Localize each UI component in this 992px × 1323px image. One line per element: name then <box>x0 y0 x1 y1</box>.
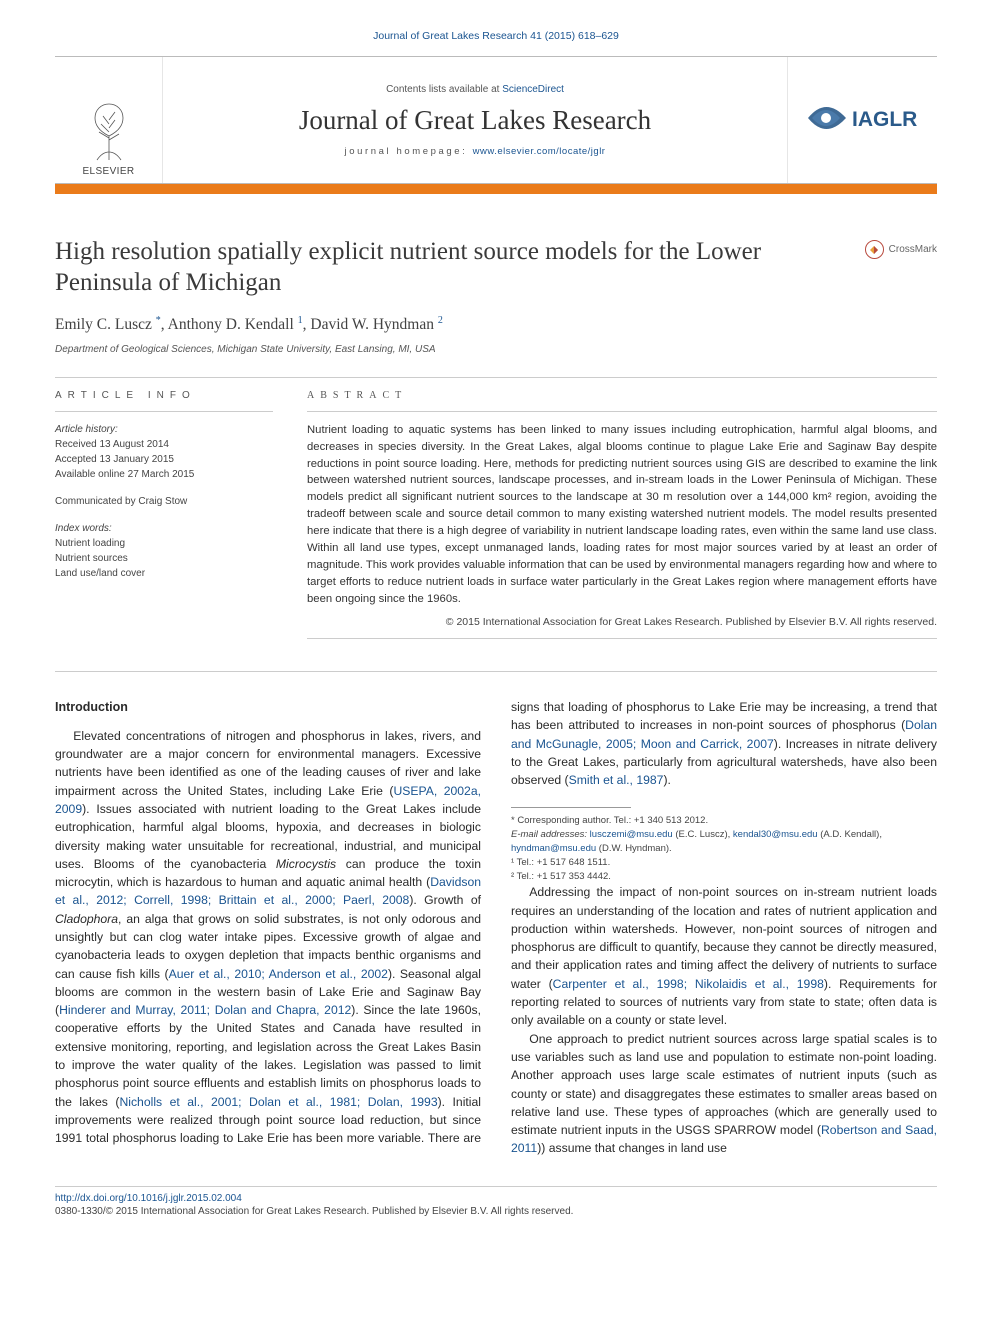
journal-citation-top[interactable]: Journal of Great Lakes Research 41 (2015… <box>55 30 937 42</box>
author-2-mark[interactable]: 1 <box>298 315 303 326</box>
contents-prefix: Contents lists available at <box>386 84 502 95</box>
sciencedirect-link[interactable]: ScienceDirect <box>502 84 564 95</box>
contents-available-line: Contents lists available at ScienceDirec… <box>163 84 787 95</box>
history-received: Received 13 August 2014 <box>55 437 273 452</box>
journal-homepage-link[interactable]: www.elsevier.com/locate/jglr <box>473 146 606 157</box>
footnotes-divider <box>511 807 631 808</box>
article-info-column: ARTICLE INFO Article history: Received 1… <box>55 390 273 649</box>
history-online: Available online 27 March 2015 <box>55 467 273 482</box>
homepage-prefix: journal homepage: <box>345 146 473 157</box>
abstract-copyright: © 2015 International Association for Gre… <box>307 616 937 628</box>
doi-link[interactable]: http://dx.doi.org/10.1016/j.jglr.2015.02… <box>55 1193 242 1204</box>
divider <box>55 1186 937 1187</box>
taxon: Microcystis <box>276 857 336 871</box>
author-3-mark[interactable]: 2 <box>438 315 443 326</box>
divider <box>55 377 937 378</box>
orange-accent-strip <box>55 184 937 194</box>
elsevier-tree-icon <box>81 102 137 162</box>
society-badge: IAGLR <box>787 57 937 183</box>
masthead-center: Contents lists available at ScienceDirec… <box>163 57 787 183</box>
divider <box>55 411 273 412</box>
corresponding-author-note: * Corresponding author. Tel.: +1 340 513… <box>511 814 937 828</box>
email-link[interactable]: kendal30@msu.edu <box>733 829 818 840</box>
author-list: Emily C. Luscz *, Anthony D. Kendall 1, … <box>55 315 937 334</box>
journal-name: Journal of Great Lakes Research <box>163 105 787 136</box>
divider <box>307 411 937 412</box>
author-3: David W. Hyndman <box>310 316 434 333</box>
email-link[interactable]: lusczemi@msu.edu <box>590 829 673 840</box>
article-body: Introduction Elevated concentrations of … <box>55 698 937 1158</box>
elsevier-wordmark: ELSEVIER <box>82 166 134 177</box>
citation-link[interactable]: Nicholls et al., 2001; Dolan et al., 198… <box>119 1095 437 1109</box>
iaglr-text: IAGLR <box>852 108 917 131</box>
communicated-by: Communicated by Craig Stow <box>55 494 273 509</box>
citation-link[interactable]: Smith et al., 1987 <box>569 773 664 787</box>
publisher-badge: ELSEVIER <box>55 57 163 183</box>
history-accepted: Accepted 13 January 2015 <box>55 452 273 467</box>
crossmark-badge[interactable]: CrossMark <box>865 240 937 259</box>
crossmark-label: CrossMark <box>889 244 937 255</box>
index-words-label: Index words: <box>55 521 273 536</box>
abstract-column: ABSTRACT Nutrient loading to aquatic sys… <box>307 390 937 649</box>
footnotes: * Corresponding author. Tel.: +1 340 513… <box>511 814 937 883</box>
citation-link[interactable]: Auer et al., 2010; Anderson et al., 2002 <box>169 967 388 981</box>
history-label: Article history: <box>55 422 273 437</box>
body-paragraph: Addressing the impact of non-point sourc… <box>511 883 937 1029</box>
author-tel-1: ¹ Tel.: +1 517 648 1511. <box>511 856 937 870</box>
divider <box>55 671 937 672</box>
journal-homepage-line: journal homepage: www.elsevier.com/locat… <box>163 146 787 157</box>
crossmark-icon <box>865 240 884 259</box>
author-2: Anthony D. Kendall <box>168 316 294 333</box>
article-title: High resolution spatially explicit nutri… <box>55 236 847 299</box>
doi-line: http://dx.doi.org/10.1016/j.jglr.2015.02… <box>55 1193 937 1204</box>
issn-copyright-line: 0380-1330/© 2015 International Associati… <box>55 1206 937 1217</box>
abstract-text: Nutrient loading to aquatic systems has … <box>307 422 937 608</box>
section-heading-introduction: Introduction <box>55 698 481 717</box>
masthead: ELSEVIER Contents lists available at Sci… <box>55 56 937 184</box>
email-addresses-line: E-mail addresses: lusczemi@msu.edu (E.C.… <box>511 828 937 856</box>
affiliation: Department of Geological Sciences, Michi… <box>55 344 937 355</box>
citation-link[interactable]: Carpenter et al., 1998; Nikolaidis et al… <box>553 977 824 991</box>
keyword: Nutrient sources <box>55 551 273 566</box>
author-1: Emily C. Luscz <box>55 316 152 333</box>
author-tel-2: ² Tel.: +1 517 353 4442. <box>511 870 937 884</box>
article-info-heading: ARTICLE INFO <box>55 390 273 401</box>
body-paragraph: One approach to predict nutrient sources… <box>511 1030 937 1158</box>
abstract-heading: ABSTRACT <box>307 390 937 401</box>
keyword: Nutrient loading <box>55 536 273 551</box>
citation-link[interactable]: Hinderer and Murray, 2011; Dolan and Cha… <box>59 1003 351 1017</box>
iaglr-logo-icon: IAGLR <box>798 88 928 148</box>
taxon: Cladophora <box>55 912 118 926</box>
divider <box>307 638 937 639</box>
email-link[interactable]: hyndman@msu.edu <box>511 843 596 854</box>
keyword: Land use/land cover <box>55 566 273 581</box>
author-1-mark[interactable]: * <box>156 315 161 326</box>
